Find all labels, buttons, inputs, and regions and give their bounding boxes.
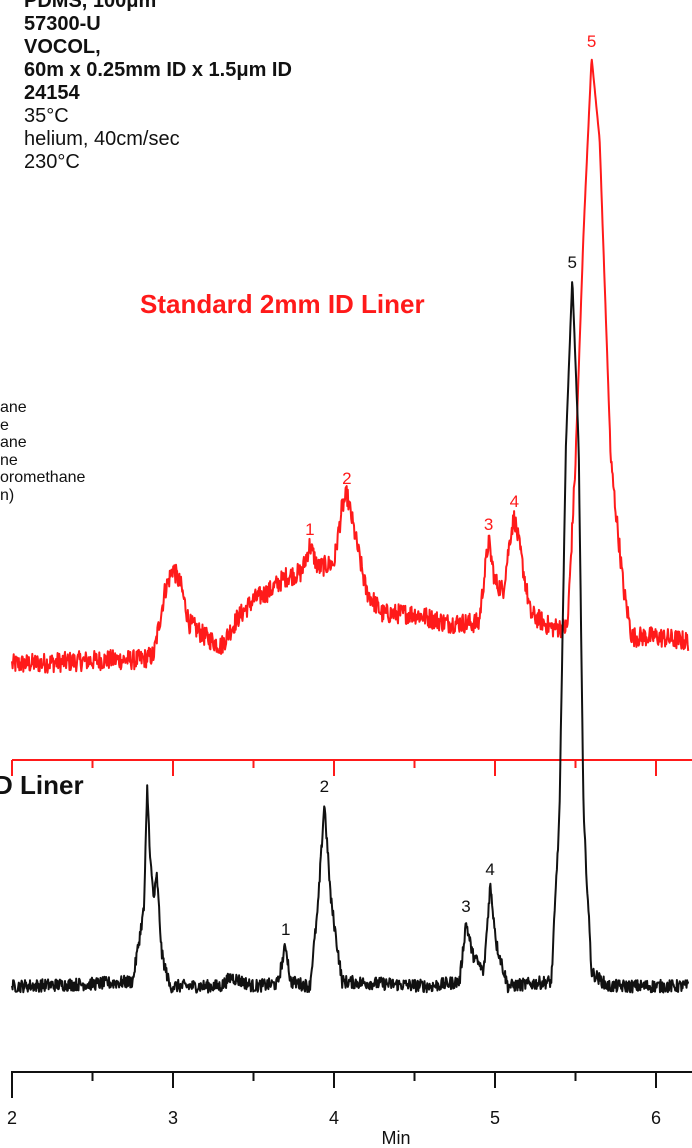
- legend-line-6: n): [0, 486, 15, 504]
- peak-label-2: 2: [342, 469, 351, 488]
- x-tick-label-5: 5: [490, 1108, 500, 1128]
- legend-line-3: ane: [0, 434, 27, 451]
- peak-label-3: 3: [461, 897, 470, 916]
- black-trace-label: D Liner: [0, 770, 84, 800]
- red-trace-label: Standard 2mm ID Liner: [140, 289, 425, 319]
- carrier-gas-text: helium, 40cm/sec: [24, 128, 180, 150]
- fiber-catalog-text: 57300-U: [24, 13, 101, 35]
- peak-label-1: 1: [281, 920, 290, 939]
- x-tick-label-6: 6: [651, 1108, 661, 1128]
- peak-label-5: 5: [587, 32, 596, 51]
- column-catalog-text: 24154: [24, 82, 80, 104]
- oven-temp-text: 35°C: [24, 105, 69, 127]
- peak-label-3: 3: [484, 515, 493, 534]
- x-tick-label-3: 3: [168, 1108, 178, 1128]
- x-tick-label-4: 4: [329, 1108, 339, 1128]
- peak-label-4: 4: [485, 860, 494, 879]
- column-name-text: VOCOL,: [24, 36, 101, 58]
- legend-line-1: ane: [0, 399, 27, 416]
- fiber-text: PDMS, 100μm: [24, 0, 157, 12]
- legend-line-4: ne: [0, 451, 18, 469]
- black-trace-line: [11, 281, 690, 994]
- method-conditions: PDMS, 100μm 57300-U VOCOL, 60m x 0.25mm …: [24, 0, 292, 174]
- x-tick-label-2: 2: [7, 1108, 17, 1128]
- peak-label-5: 5: [568, 253, 577, 272]
- legend-line-2: e: [0, 416, 9, 434]
- peak-legend: ane e ane ne oromethane n): [0, 399, 125, 504]
- column-dimensions-text: 60m x 0.25mm ID x 1.5μm ID: [24, 59, 292, 81]
- peak-label-4: 4: [510, 492, 519, 511]
- peak-label-2: 2: [320, 777, 329, 796]
- x-axis-title: Min: [381, 1128, 410, 1148]
- peak-label-1: 1: [305, 520, 314, 539]
- legend-line-5: oromethane: [0, 469, 86, 486]
- red-trace-line: [11, 58, 690, 674]
- injector-temp-text: 230°C: [24, 151, 80, 173]
